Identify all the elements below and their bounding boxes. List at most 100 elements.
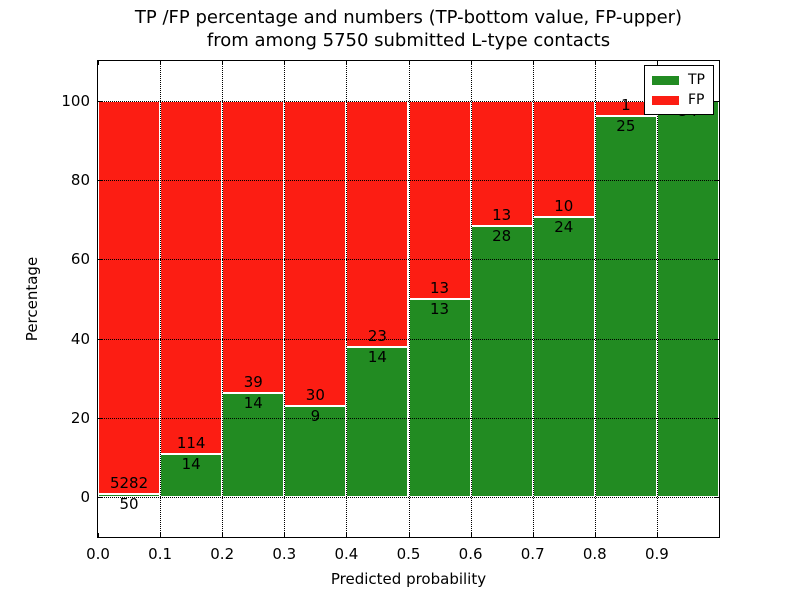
vertical-gridline (284, 61, 286, 537)
fp-count-label: 1 (621, 95, 631, 114)
x-tick-mark (346, 61, 348, 65)
tp-count-label: 50 (119, 494, 139, 513)
x-tick-mark (160, 533, 162, 537)
vertical-gridline (346, 61, 348, 537)
x-tick-mark (470, 61, 472, 65)
y-tick-mark (98, 418, 102, 419)
x-tick-mark (160, 61, 162, 65)
bar-segment-tp (98, 493, 161, 498)
legend-entry-tp: TP (652, 70, 705, 90)
y-tick-label: 80 (70, 171, 90, 189)
bar-segment-fp (284, 100, 347, 406)
x-tick-mark (594, 61, 596, 65)
fp-count-label: 10 (554, 197, 574, 216)
y-tick-mark (715, 338, 719, 340)
bar-segment-tp (160, 453, 223, 498)
y-tick-label: 40 (70, 329, 90, 348)
tp-count-label: 28 (492, 227, 512, 246)
vertical-gridline (656, 61, 658, 537)
x-tick-mark (284, 61, 286, 65)
bar-segment-fp (408, 100, 471, 299)
horizontal-gridline (98, 418, 719, 419)
x-tick-mark (222, 61, 224, 65)
fp-count-label: 114 (176, 433, 206, 452)
bar-segment-tp (284, 405, 347, 498)
legend: TP FP (644, 65, 714, 115)
bar-segment-fp (222, 100, 285, 393)
y-axis-label: Percentage (23, 256, 41, 342)
horizontal-gridline (98, 259, 719, 261)
x-tick-label: 0.2 (210, 545, 235, 563)
bar-segment-tp (346, 347, 409, 498)
y-tick-mark (98, 100, 102, 102)
y-tick-mark (715, 497, 719, 499)
x-tick-mark (98, 61, 99, 65)
tp-count-label: 14 (181, 454, 201, 473)
bar-segment-fp (532, 100, 595, 218)
fp-count-label: 13 (430, 279, 450, 297)
x-tick-mark (408, 61, 410, 65)
y-tick-label: 0 (80, 488, 90, 507)
x-tick-mark (346, 533, 348, 537)
tp-count-label: 14 (243, 393, 263, 412)
x-axis-label: Predicted probability (330, 570, 487, 588)
x-tick-mark (532, 61, 534, 65)
x-tick-mark (98, 533, 99, 537)
bar-segment-fp (160, 100, 223, 454)
chart-title-line2: from among 5750 submitted L-type contact… (206, 30, 611, 51)
x-tick-mark (656, 533, 658, 537)
vertical-gridline (408, 61, 410, 537)
fp-count-label: 39 (243, 372, 263, 391)
x-tick-mark (470, 533, 472, 537)
tp-count-label: 24 (554, 218, 574, 237)
x-tick-label: 0.3 (272, 545, 297, 563)
horizontal-gridline (98, 338, 719, 340)
plot-area: Predicted probability Percentage TP FP 5… (23, 60, 720, 588)
y-tick-label: 20 (70, 409, 90, 427)
fp-color-swatch (652, 95, 679, 105)
y-tick-mark (98, 497, 102, 499)
x-tick-mark (532, 533, 534, 537)
bar-segment-tp (408, 299, 471, 498)
vertical-gridline (222, 61, 224, 537)
tp-color-swatch (652, 75, 679, 85)
y-tick-label: 60 (70, 250, 90, 269)
legend-entry-fp: FP (652, 90, 705, 110)
horizontal-gridline (98, 180, 719, 181)
fp-count-label: 23 (367, 327, 387, 346)
tp-count-label: 13 (430, 300, 450, 318)
x-tick-label: 0.7 (520, 545, 545, 563)
tp-count-label: 25 (616, 116, 636, 135)
bar-segment-fp (470, 100, 533, 227)
fp-count-label: 13 (492, 206, 512, 225)
x-tick-label: 0.9 (644, 545, 669, 563)
bar-segment-fp (346, 100, 409, 348)
y-tick-mark (715, 100, 719, 102)
tp-count-label: 9 (310, 406, 321, 425)
vertical-gridline (594, 61, 596, 537)
x-tick-mark (284, 533, 286, 537)
x-tick-mark (656, 61, 658, 65)
chart-title-line1: TP /FP percentage and numbers (TP-bottom… (134, 7, 683, 28)
y-tick-mark (98, 259, 102, 261)
x-tick-label: 0.5 (396, 545, 421, 563)
bar-segment-tp (594, 115, 657, 498)
y-tick-mark (98, 338, 102, 340)
legend-label-fp: FP (688, 92, 705, 108)
vertical-gridline (532, 61, 534, 537)
fp-count-label: 30 (305, 385, 325, 404)
x-tick-label: 0.1 (148, 545, 173, 563)
y-tick-mark (715, 180, 719, 181)
vertical-gridline (160, 61, 162, 537)
x-tick-label: 0.0 (86, 545, 110, 563)
vertical-gridline (470, 61, 472, 537)
bar-segment-tp (470, 226, 533, 498)
x-tick-label: 0.4 (334, 545, 359, 563)
x-tick-mark (408, 533, 410, 537)
horizontal-gridline (98, 100, 719, 102)
horizontal-gridline (98, 497, 719, 499)
y-tick-mark (715, 418, 719, 419)
legend-label-tp: TP (688, 72, 705, 88)
x-tick-label: 0.8 (582, 545, 607, 563)
